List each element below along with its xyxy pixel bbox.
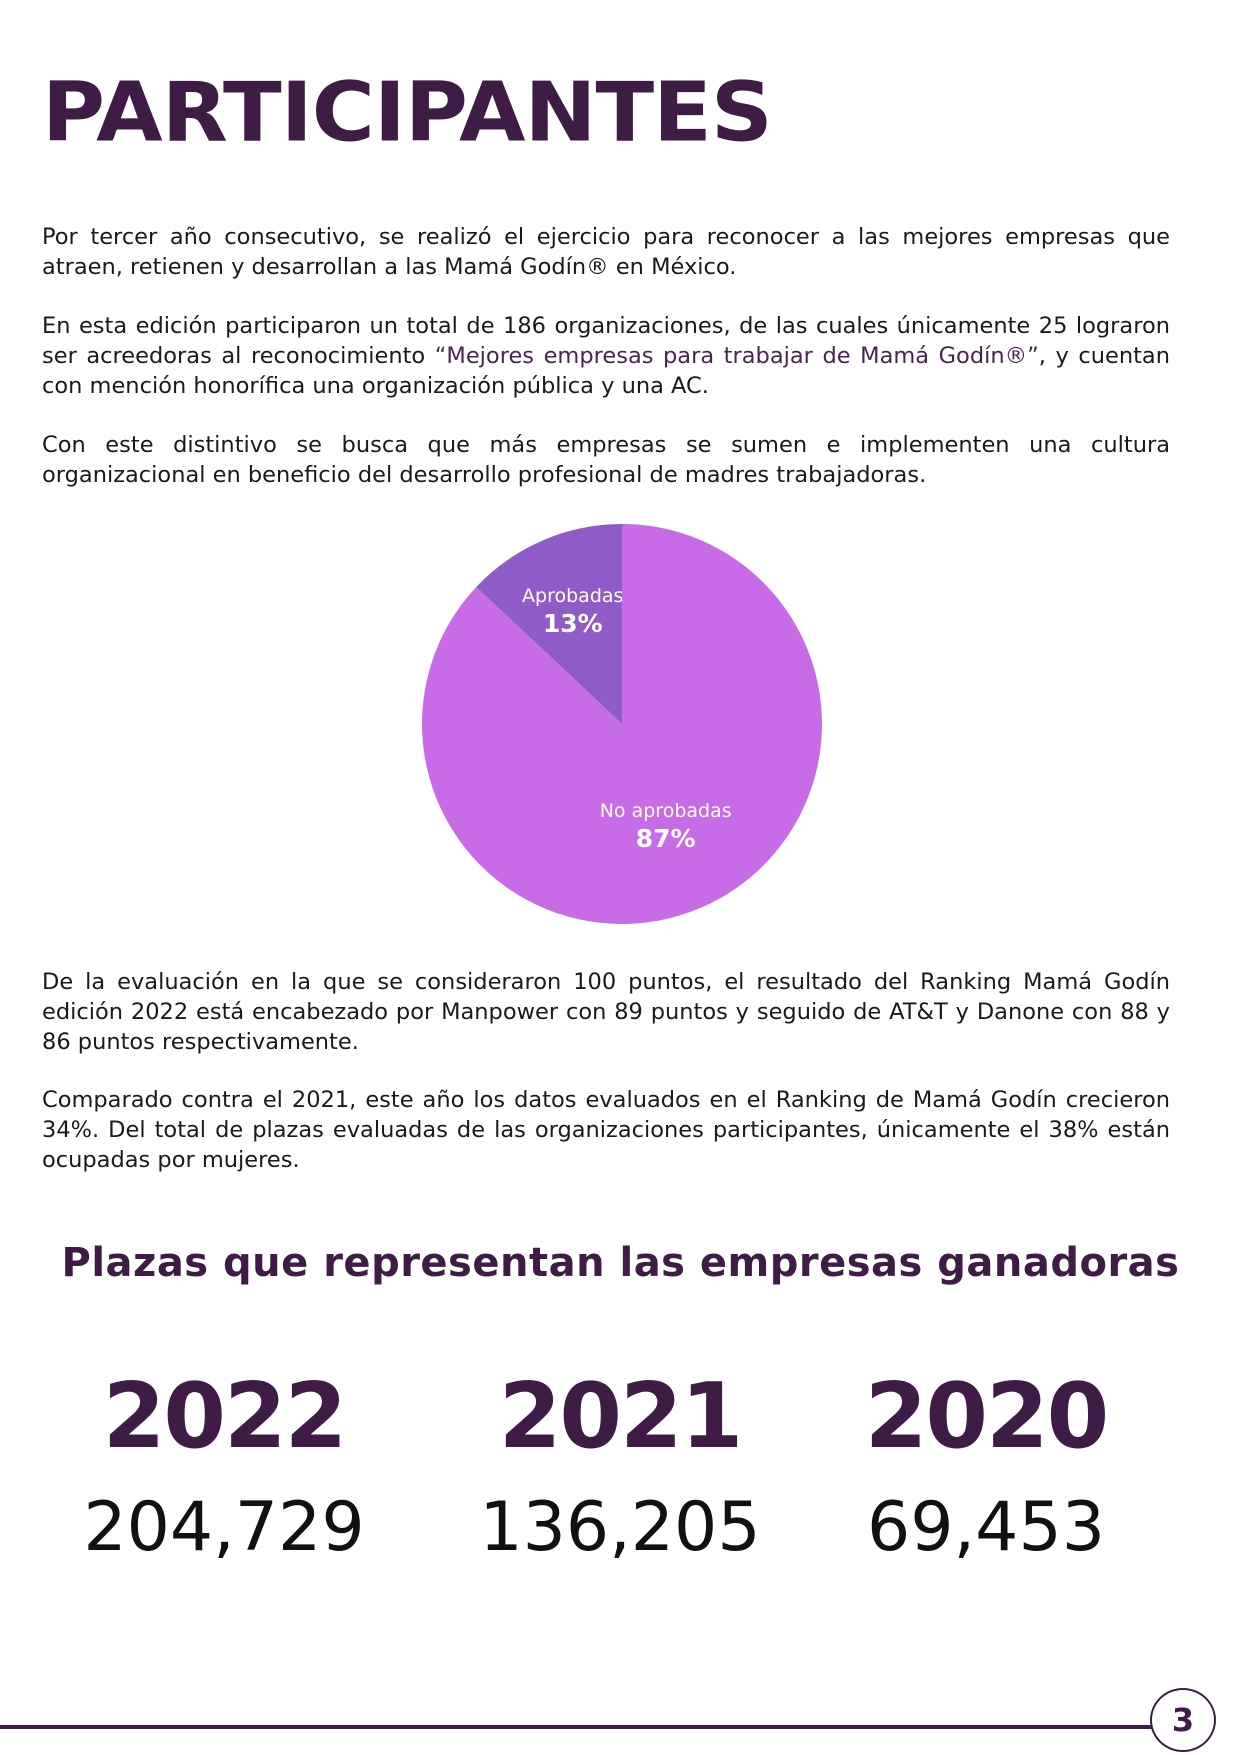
stat-2022: 2022 204,729 [44,1372,404,1562]
stat-year: 2020 [864,1364,1110,1469]
intro-paragraph: Por tercer año consecutivo, se realizó e… [42,224,1170,280]
pie-slice-value-label: 87% [636,824,696,853]
stat-2021: 2021 136,205 [440,1372,800,1562]
page-title: PARTICIPANTES [42,65,773,161]
stat-year: 2021 [498,1364,744,1469]
award-name-highlight: “Mejores empresas para trabajar de Mamá … [434,343,1039,369]
stat-value: 204,729 [83,1488,365,1567]
pie-slice-value-label: 13% [543,609,603,638]
stat-2020: 2020 69,453 [806,1372,1166,1562]
footer-divider [0,1725,1155,1729]
stat-value: 136,205 [479,1488,761,1567]
approval-pie-chart: Aprobadas 13% No aprobadas 87% [420,522,824,926]
distinction-paragraph: Con este distintivo se busca que más emp… [42,432,1170,488]
pie-slice-label: No aprobadas [600,800,732,822]
comparison-paragraph: Comparado contra el 2021, este año los d… [42,1087,1170,1173]
participation-text-end: , y cuentan con mención honorífica una o… [42,343,1170,399]
section-subtitle: Plazas que representan las empresas gana… [61,1240,1180,1286]
stat-year: 2022 [102,1364,348,1469]
page-number: 3 [1150,1688,1216,1752]
pie-slice-aprobadas [476,524,622,724]
pie-slice-no-aprobadas [421,524,822,924]
participation-text-start: En esta edición participaron un total de… [42,313,1170,369]
ranking-paragraph: De la evaluación en la que se considerar… [42,969,1170,1055]
participation-paragraph: En esta edición participaron un total de… [42,311,1170,401]
stat-value: 69,453 [867,1488,1105,1567]
pie-slice-label: Aprobadas [522,585,623,607]
